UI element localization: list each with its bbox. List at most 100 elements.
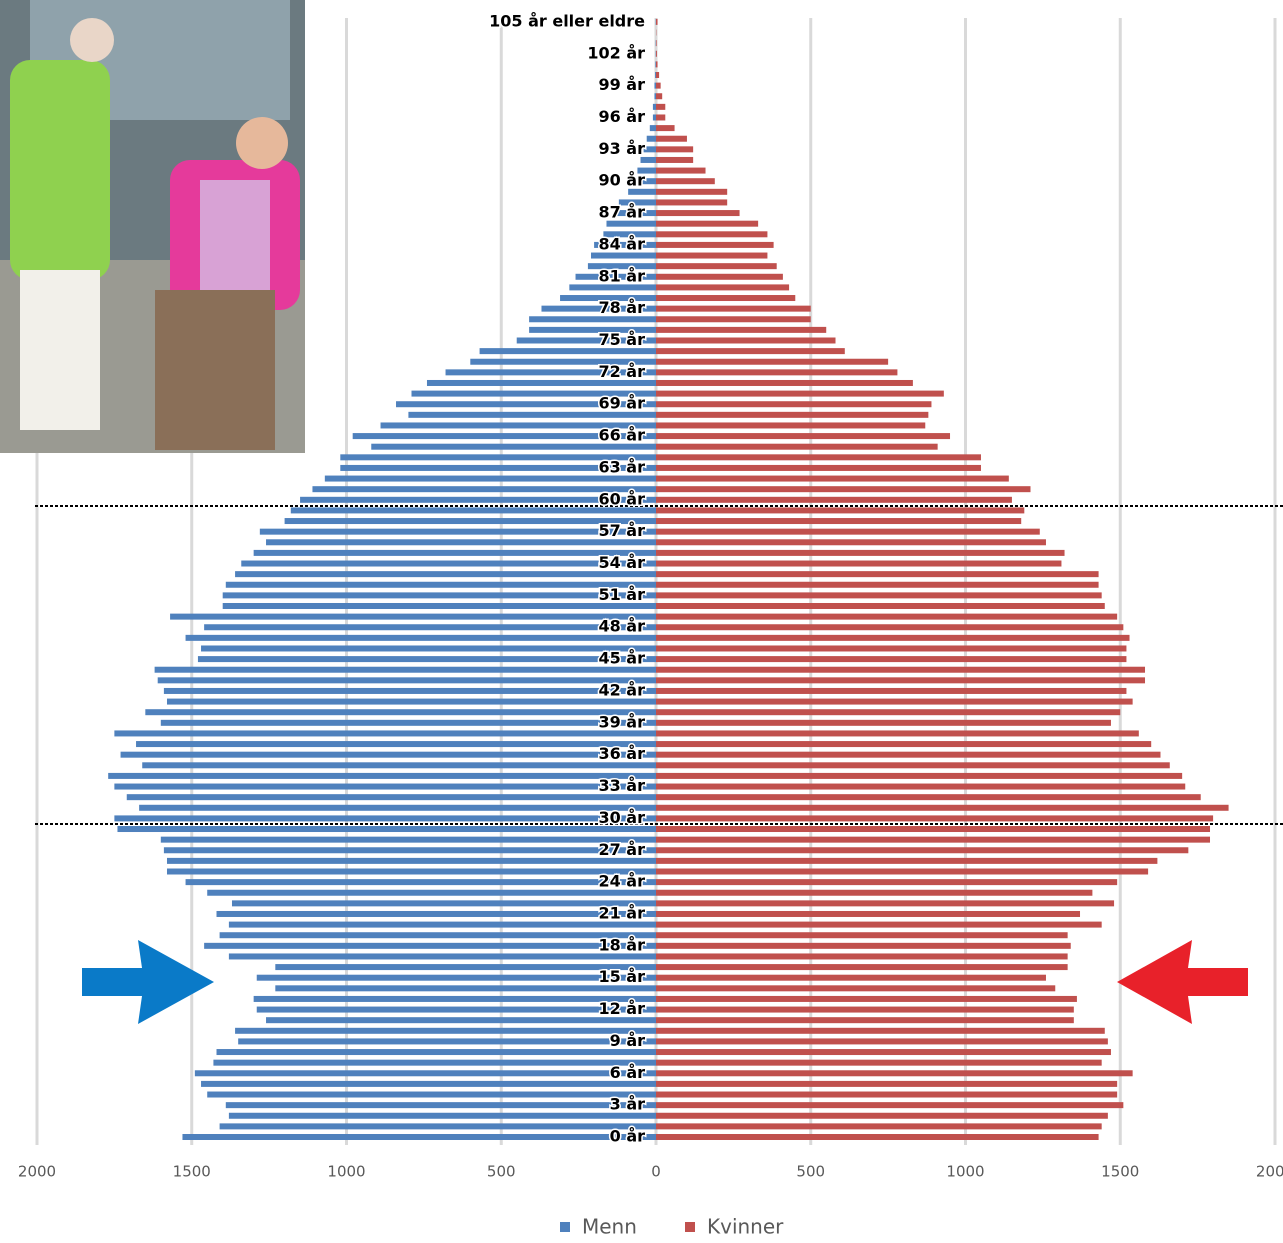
category-label: 99 år bbox=[598, 75, 645, 94]
chart: 20001500100050005001000150020000 år3 år6… bbox=[0, 0, 1283, 1239]
category-label: 72 år bbox=[598, 362, 645, 381]
bar bbox=[656, 1017, 1074, 1023]
bar bbox=[238, 1038, 656, 1044]
bar bbox=[656, 1081, 1117, 1087]
bar bbox=[195, 1070, 656, 1076]
bar bbox=[529, 316, 656, 322]
arrow bbox=[82, 940, 214, 1024]
bar bbox=[653, 104, 656, 110]
bar bbox=[656, 476, 1009, 482]
bar bbox=[656, 1123, 1102, 1129]
bar bbox=[201, 645, 656, 651]
category-label: 90 år bbox=[598, 171, 645, 190]
bar bbox=[656, 550, 1065, 556]
bar bbox=[656, 614, 1117, 620]
bar bbox=[204, 624, 656, 630]
bar bbox=[121, 752, 656, 758]
bar bbox=[217, 911, 656, 917]
bar bbox=[656, 221, 758, 227]
bar bbox=[167, 869, 656, 875]
bar bbox=[266, 1017, 656, 1023]
bar bbox=[656, 369, 897, 375]
bar bbox=[656, 284, 789, 290]
bar bbox=[161, 720, 656, 726]
x-tick-label: 500 bbox=[487, 1163, 516, 1181]
bar bbox=[656, 964, 1068, 970]
bar bbox=[656, 412, 928, 418]
category-label: 78 år bbox=[598, 298, 645, 317]
bar bbox=[591, 253, 656, 259]
x-tick-label: 1000 bbox=[327, 1163, 365, 1181]
bar bbox=[186, 879, 656, 885]
bar bbox=[656, 720, 1111, 726]
bar bbox=[656, 667, 1145, 673]
bar bbox=[656, 741, 1151, 747]
category-label: 57 år bbox=[598, 521, 645, 540]
bar bbox=[656, 1134, 1099, 1140]
category-label: 12 år bbox=[598, 999, 645, 1018]
category-label: 27 år bbox=[598, 840, 645, 859]
category-label: 42 år bbox=[598, 680, 645, 699]
bar bbox=[254, 550, 656, 556]
bar bbox=[656, 1049, 1111, 1055]
bar bbox=[656, 1007, 1074, 1013]
category-label: 81 år bbox=[598, 266, 645, 285]
category-label: 93 år bbox=[598, 139, 645, 158]
bar bbox=[656, 890, 1092, 896]
bar bbox=[656, 709, 1120, 715]
category-label: 51 år bbox=[598, 585, 645, 604]
category-label: 69 år bbox=[598, 394, 645, 413]
bar bbox=[656, 380, 913, 386]
bar bbox=[232, 900, 656, 906]
bar bbox=[656, 699, 1133, 705]
bar bbox=[656, 199, 727, 205]
bar bbox=[220, 932, 656, 938]
x-tick-label: 1500 bbox=[1101, 1163, 1139, 1181]
bar bbox=[325, 476, 656, 482]
category-label: 96 år bbox=[598, 107, 645, 126]
bar bbox=[656, 40, 657, 46]
category-label: 30 år bbox=[598, 808, 645, 827]
category-label: 18 år bbox=[598, 935, 645, 954]
bar bbox=[656, 975, 1046, 981]
x-tick-label: 500 bbox=[796, 1163, 825, 1181]
bar bbox=[114, 784, 656, 790]
bar bbox=[198, 656, 656, 662]
bar bbox=[656, 93, 662, 99]
bar bbox=[229, 922, 656, 928]
bar bbox=[656, 932, 1068, 938]
bar bbox=[656, 688, 1126, 694]
bar bbox=[656, 996, 1077, 1002]
category-label: 54 år bbox=[598, 553, 645, 572]
bar bbox=[654, 93, 656, 99]
bar bbox=[136, 741, 656, 747]
bar bbox=[656, 401, 931, 407]
bar bbox=[155, 667, 656, 673]
category-label: 48 år bbox=[598, 617, 645, 636]
bar bbox=[656, 306, 811, 312]
bar bbox=[656, 125, 675, 131]
legend-swatch bbox=[685, 1222, 695, 1232]
bar bbox=[117, 826, 656, 832]
bar bbox=[656, 953, 1068, 959]
bar bbox=[656, 168, 706, 174]
category-label: 105 år eller eldre bbox=[489, 11, 645, 30]
bar bbox=[656, 104, 665, 110]
bar bbox=[656, 582, 1099, 588]
x-tick-label: 1500 bbox=[173, 1163, 211, 1181]
bar bbox=[656, 985, 1055, 991]
bar bbox=[241, 561, 656, 567]
bar bbox=[204, 943, 656, 949]
bar bbox=[656, 348, 845, 354]
bar bbox=[142, 762, 656, 768]
category-label: 15 år bbox=[598, 967, 645, 986]
bar bbox=[656, 922, 1102, 928]
bar bbox=[656, 1113, 1108, 1119]
bar bbox=[656, 529, 1040, 535]
category-label: 0 år bbox=[610, 1127, 646, 1146]
bar bbox=[229, 1113, 656, 1119]
bar bbox=[656, 19, 658, 25]
bar bbox=[127, 794, 656, 800]
bar bbox=[641, 157, 656, 163]
bar bbox=[235, 571, 656, 577]
